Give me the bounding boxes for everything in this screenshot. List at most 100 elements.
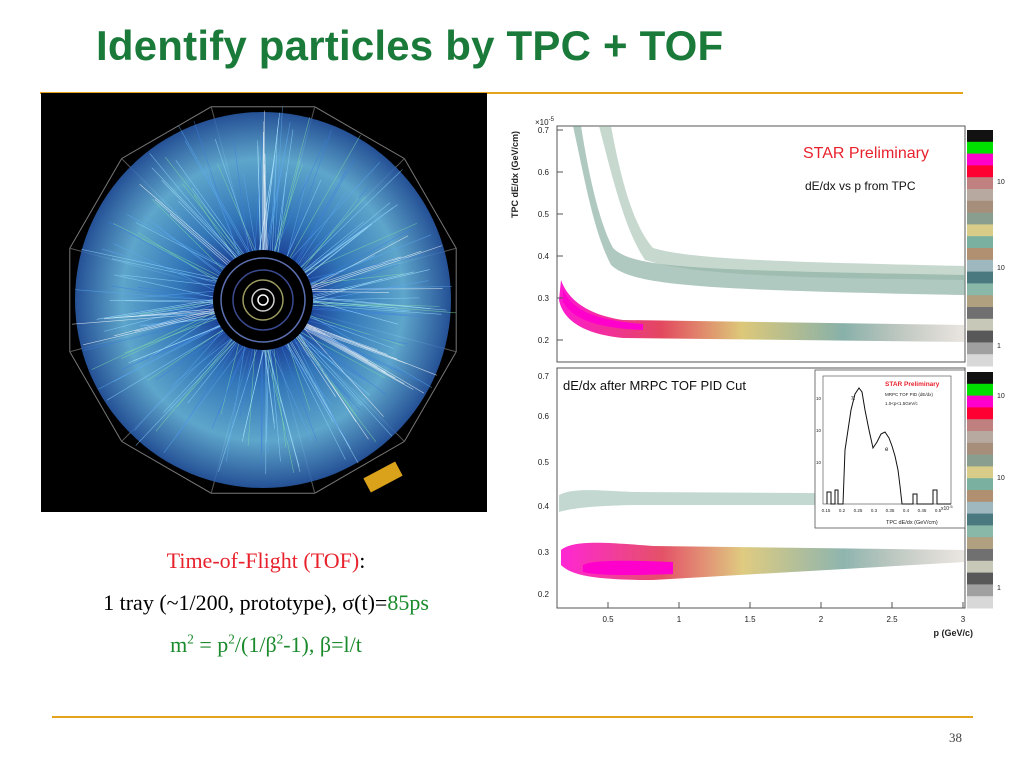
color-scale-swatch (967, 271, 993, 284)
track-line (312, 264, 399, 296)
track-line (96, 299, 214, 320)
track-line (264, 349, 275, 424)
track-line (311, 245, 443, 291)
track-line (178, 125, 250, 253)
track-line (296, 337, 336, 397)
color-scale-swatch (967, 248, 993, 261)
track-line (305, 326, 398, 360)
track-line (312, 269, 430, 298)
inset-title: STAR Preliminary (885, 381, 940, 388)
track-line (137, 232, 217, 282)
tof-heading-colon: : (359, 548, 366, 573)
track-line (83, 313, 215, 346)
track-line (274, 106, 283, 252)
track-line (128, 325, 221, 364)
y-tick-label: 0.3 (538, 548, 550, 557)
track-line (163, 339, 233, 413)
color-scale-swatch (967, 549, 993, 562)
track-line (165, 157, 243, 255)
inset-cut: 1.0<p<1.5GeV/c (885, 401, 919, 406)
tof-heading: Time-of-Flight (TOF) (166, 548, 360, 573)
track-line (155, 339, 233, 432)
color-scale-swatch (967, 596, 993, 609)
star-event-display (41, 93, 487, 512)
y-tick-label: 0.4 (538, 502, 550, 511)
color-scale-swatch (967, 224, 993, 237)
color-scale-swatch (967, 212, 993, 225)
track-line (299, 333, 371, 396)
track-line (138, 317, 217, 326)
track-line (261, 349, 264, 451)
track-line (178, 200, 235, 260)
track-line (303, 221, 365, 271)
track-line (264, 164, 267, 251)
track-line (301, 331, 387, 396)
track-line (114, 309, 215, 337)
color-scale-swatch (967, 501, 993, 515)
track-line (304, 223, 417, 273)
track-line (300, 169, 403, 268)
color-scale-swatch (967, 560, 993, 574)
track-line (287, 343, 311, 411)
track-line (134, 311, 215, 332)
z-tick-label: 10 (997, 265, 1005, 272)
color-scale-swatch (967, 490, 993, 503)
upper-title: STAR Preliminary (803, 145, 929, 162)
tof-caption-line2: 1 tray (~1/200, prototype), σ(t)=85ps (0, 590, 532, 616)
inset-y-tick: 10 (816, 460, 822, 465)
inset-x-tick: 0.45 (918, 508, 927, 513)
track-line (154, 199, 230, 264)
track-line (286, 179, 322, 257)
track-line (310, 315, 433, 389)
track-line (299, 334, 393, 437)
track-line (112, 300, 214, 319)
track-line (310, 234, 432, 284)
track-line (151, 167, 238, 258)
inset-e-label: e (885, 447, 889, 453)
track-line (169, 213, 228, 266)
track-line (109, 299, 214, 302)
track-line (308, 320, 408, 345)
track-line (71, 312, 215, 325)
z-tick-label: 1 (997, 343, 1001, 350)
y-tick-label: 0.5 (538, 458, 550, 467)
track-line (273, 348, 287, 448)
color-scale-swatch (967, 342, 993, 355)
track-line (286, 175, 309, 257)
color-scale-swatch (967, 165, 993, 178)
page-number: 38 (949, 730, 962, 745)
color-scale-swatch (967, 295, 993, 308)
tof-resolution-label: 1 tray (~1/200, prototype), σ(t)= (103, 590, 388, 615)
particle-tracks (71, 106, 456, 475)
y-tick-label: 0.7 (538, 372, 550, 381)
track-line (271, 349, 312, 442)
track-line (311, 288, 443, 290)
track-line (295, 337, 366, 384)
track-line (265, 349, 270, 443)
color-scale-swatch (967, 130, 993, 143)
track-line (140, 318, 217, 327)
track-line (259, 155, 275, 251)
track-line (135, 222, 225, 269)
formula-div: /(1/β (234, 632, 277, 657)
track-line (305, 326, 405, 374)
track-line (112, 325, 221, 383)
y-axis-label: TPC dE/dx (GeV/cm) (510, 131, 520, 218)
lower-z-ticks: 1 10 10 (997, 393, 1005, 592)
track-line (120, 274, 216, 286)
formula-end: -1), β=l/t (283, 632, 362, 657)
y-tick-label: 0.6 (538, 168, 550, 177)
track-line (143, 215, 222, 274)
x-tick-label: 3 (961, 615, 966, 624)
track-line (312, 280, 429, 302)
track-line (306, 226, 368, 276)
formula-sup-3: 2 (276, 631, 284, 647)
color-scale-swatch (967, 419, 993, 432)
color-scale-swatch (967, 383, 993, 397)
y-tick-label: 0.2 (538, 336, 550, 345)
track-line (264, 349, 269, 454)
color-scale-swatch (967, 478, 993, 491)
track-line (287, 343, 334, 423)
inset-x-tick: 0.5 (935, 508, 942, 513)
track-line (312, 308, 423, 318)
